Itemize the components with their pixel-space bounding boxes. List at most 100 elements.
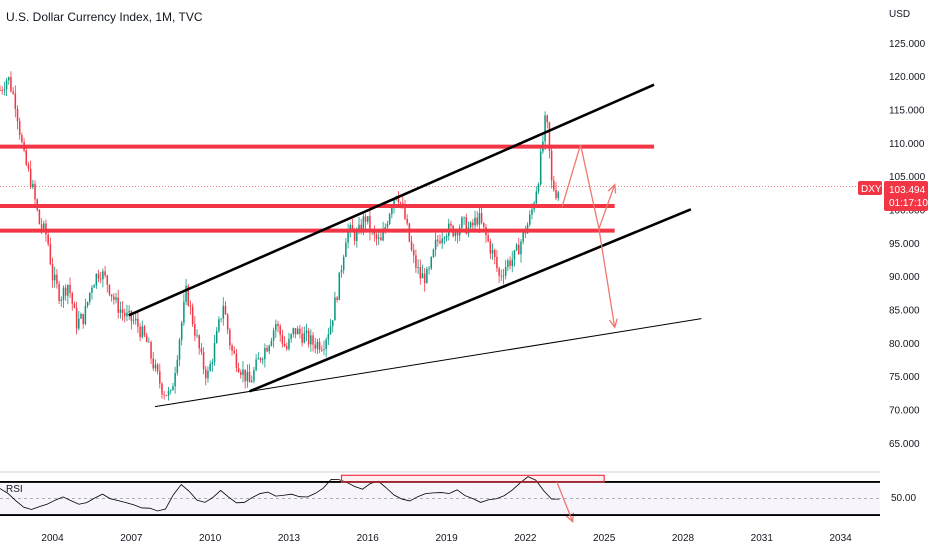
candle-body [229,329,231,346]
candle-body [489,241,492,254]
candle-body [126,312,128,317]
candle-body [213,342,216,363]
candle-body [266,347,268,352]
candle-body [553,180,555,190]
candle-body [307,330,310,345]
candle-body [500,275,503,277]
candle-body [172,386,174,391]
candle-body [296,328,299,335]
candle-body [209,363,211,371]
candle-body [150,341,152,359]
candle-body [255,359,257,371]
candle-body [180,322,183,340]
candle-body [253,370,255,381]
candle-body [246,371,249,382]
candle-body [14,93,17,110]
candle-body [226,314,229,330]
candle-body [38,209,41,225]
candle-body [29,168,32,188]
candle-body [404,205,406,219]
candle-body [194,324,196,336]
candle-body [145,335,148,343]
candle-body [60,299,63,301]
candle-body [410,241,413,251]
candle-body [366,216,369,222]
candle-body [441,238,443,244]
candle-body [99,278,102,280]
candle-body [323,349,325,350]
candle-body [483,222,485,228]
candle-body [69,285,71,293]
candle-body [205,369,207,379]
candle-body [165,395,168,396]
candle-body [134,318,137,321]
candle-body [200,348,203,353]
candle-body [237,367,240,373]
candle-body [518,244,520,255]
candle-body [443,237,446,239]
candle-body [342,256,345,270]
time-tick-label: 2013 [278,533,301,544]
candle-body [53,274,56,281]
candle-body [544,115,546,142]
candle-body [478,213,481,225]
candle-body [380,237,382,241]
candle-body [498,268,500,276]
candle-body [509,260,511,266]
candle-body [299,328,301,334]
price-tick-label: 85.000 [889,306,920,317]
time-tick-label: 2028 [672,533,695,544]
candle-body [391,207,393,215]
candle-body [115,297,117,300]
price-tick-label: 110.000 [889,139,925,150]
candle-body [397,196,400,203]
candle-body [432,249,435,257]
candle-body [537,184,540,192]
time-tick-label: 2022 [514,533,537,544]
candle-body [104,271,106,276]
candle-body [141,326,144,338]
candle-body [349,225,352,230]
candle-body [465,217,468,234]
candle-body [321,349,323,351]
candle-body [93,285,95,288]
candle-body [121,309,124,313]
candle-body [95,273,98,286]
candle-body [513,250,516,260]
price-tick-label: 125.000 [889,39,926,50]
candle-body [264,347,266,360]
candle-body [439,240,441,244]
candle-body [240,372,242,375]
candle-body [40,224,43,229]
candle-body [71,292,74,304]
candle-body [67,285,69,296]
candle-body [211,362,214,364]
time-axis[interactable]: 2004 2007 2010 2013 2016 2019 2022 2025 2028 2031… [41,533,852,544]
candle-body [215,330,218,343]
candle-body [437,239,439,241]
candle-body [327,334,330,340]
price-tick-label: 120.000 [889,72,926,83]
candle-body [91,287,93,293]
candle-body [369,216,371,232]
candle-body [520,241,522,255]
candle-body [86,301,89,306]
candle-body [108,284,111,295]
candle-body [207,370,209,379]
candle-body [318,341,321,350]
candle-body [288,338,290,349]
candle-body [419,267,422,279]
candle-body [491,249,494,254]
time-tick-label: 2016 [357,533,380,544]
candle-body [16,109,19,122]
candle-body [487,235,489,242]
candle-body [113,296,115,300]
trend-line [249,208,692,393]
candle-body [546,115,549,123]
candle-body [132,320,135,322]
price-axis-currency: USD [889,9,910,20]
candle-body [198,335,200,349]
candle-body [10,77,12,92]
candle-body [58,283,60,301]
